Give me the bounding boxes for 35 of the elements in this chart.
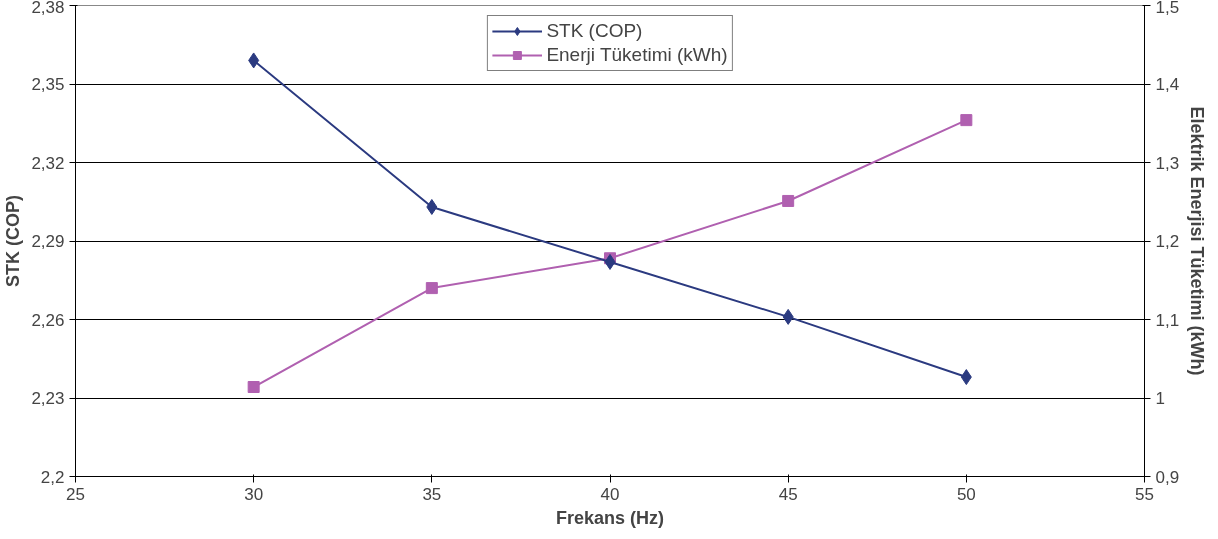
point [960,114,973,127]
point [782,194,795,207]
y-tick-label: 2,35 [31,75,65,94]
y-tick-label: 2,38 [31,0,65,17]
y-tick-label: 2,23 [31,389,65,408]
y2-tick-label: 1,1 [1155,310,1180,330]
y-tick-label: 2,2 [40,467,65,487]
y2-tick-label: 1,3 [1155,153,1180,173]
point [425,282,438,295]
legend-label: Enerji Tüketimi (kWh) [546,44,728,66]
point [782,308,794,325]
x-tick-label: 45 [778,484,798,504]
x-tick-label: 35 [422,484,442,504]
x-tick-label: 50 [956,484,976,504]
y2-axis-title: Elektrik Enerjisi Tüketimi (kWh) [1187,106,1208,376]
y-tick-label: 2,29 [31,232,65,251]
point [426,198,438,215]
x-tick-label: 25 [66,484,85,504]
x-tick-label: 40 [600,484,620,504]
x-tick-label: 30 [244,484,264,504]
x-axis-title: Frekans (Hz) [555,507,665,528]
point [248,52,260,69]
y2-tick-label: 1 [1155,389,1165,408]
y2-tick-label: 1,5 [1155,0,1180,17]
y-tick-label: 2,26 [31,310,65,330]
y2-tick-label: 1,2 [1155,232,1180,251]
x-tick-label: 55 [1135,484,1154,504]
point [604,253,616,270]
point [247,381,260,394]
y2-tick-label: 1,4 [1155,75,1180,94]
legend-label: STK (COP) [546,20,643,42]
y2-tick-label: 0,9 [1155,467,1180,487]
y-tick-label: 2,32 [31,153,65,173]
y-axis-title: STK (COP) [3,195,24,287]
point [960,369,972,386]
